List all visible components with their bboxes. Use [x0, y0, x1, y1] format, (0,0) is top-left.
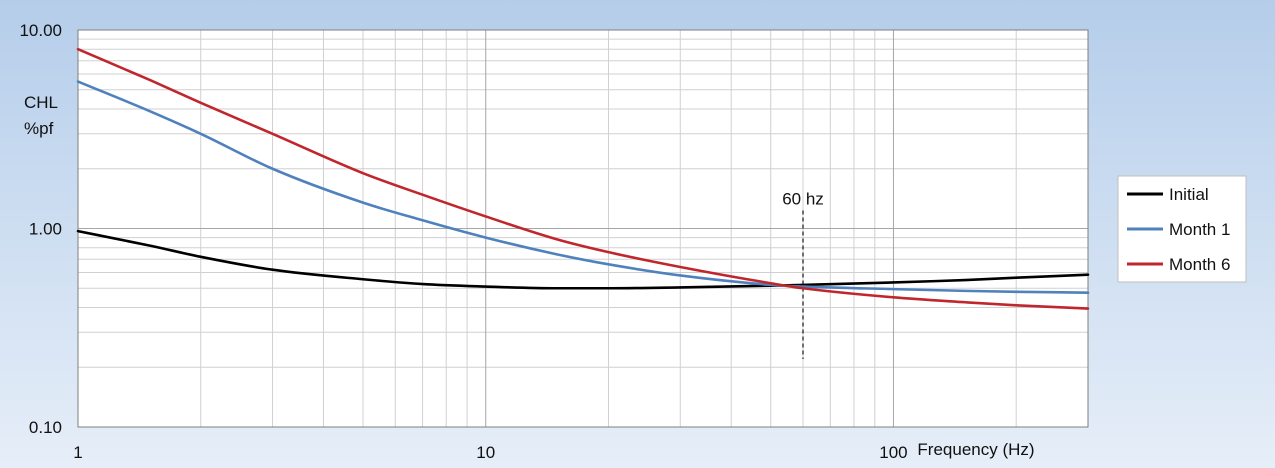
plot-border	[77, 29, 1089, 428]
x-tick-label: 100	[879, 443, 907, 462]
x-axis-label: Frequency (Hz)	[917, 440, 1034, 459]
y-axis-label-line1: CHL	[24, 93, 58, 112]
x-tick-label: 1	[73, 443, 82, 462]
y-tick-labels: 10.00 1.00 0.10	[19, 21, 62, 437]
y-tick-label: 1.00	[29, 220, 62, 239]
y-tick-label: 10.00	[19, 21, 62, 40]
annotation-60hz: 60 hz	[782, 190, 824, 360]
annotation-label: 60 hz	[782, 190, 824, 209]
series-line-initial	[76, 229, 1090, 290]
legend: Initial Month 1 Month 6	[1117, 175, 1247, 283]
series-lines	[76, 47, 1090, 310]
legend-label: Month 6	[1169, 255, 1230, 274]
series-line-month-6	[76, 47, 1090, 310]
series-line-month-1	[76, 80, 1090, 294]
x-tick-label: 10	[476, 443, 495, 462]
y-axis-label-line2: %pf	[24, 119, 54, 138]
x-tick-labels: 1 10 100	[73, 443, 907, 462]
y-tick-label: 0.10	[29, 418, 62, 437]
legend-label: Month 1	[1169, 220, 1230, 239]
legend-label: Initial	[1169, 185, 1209, 204]
